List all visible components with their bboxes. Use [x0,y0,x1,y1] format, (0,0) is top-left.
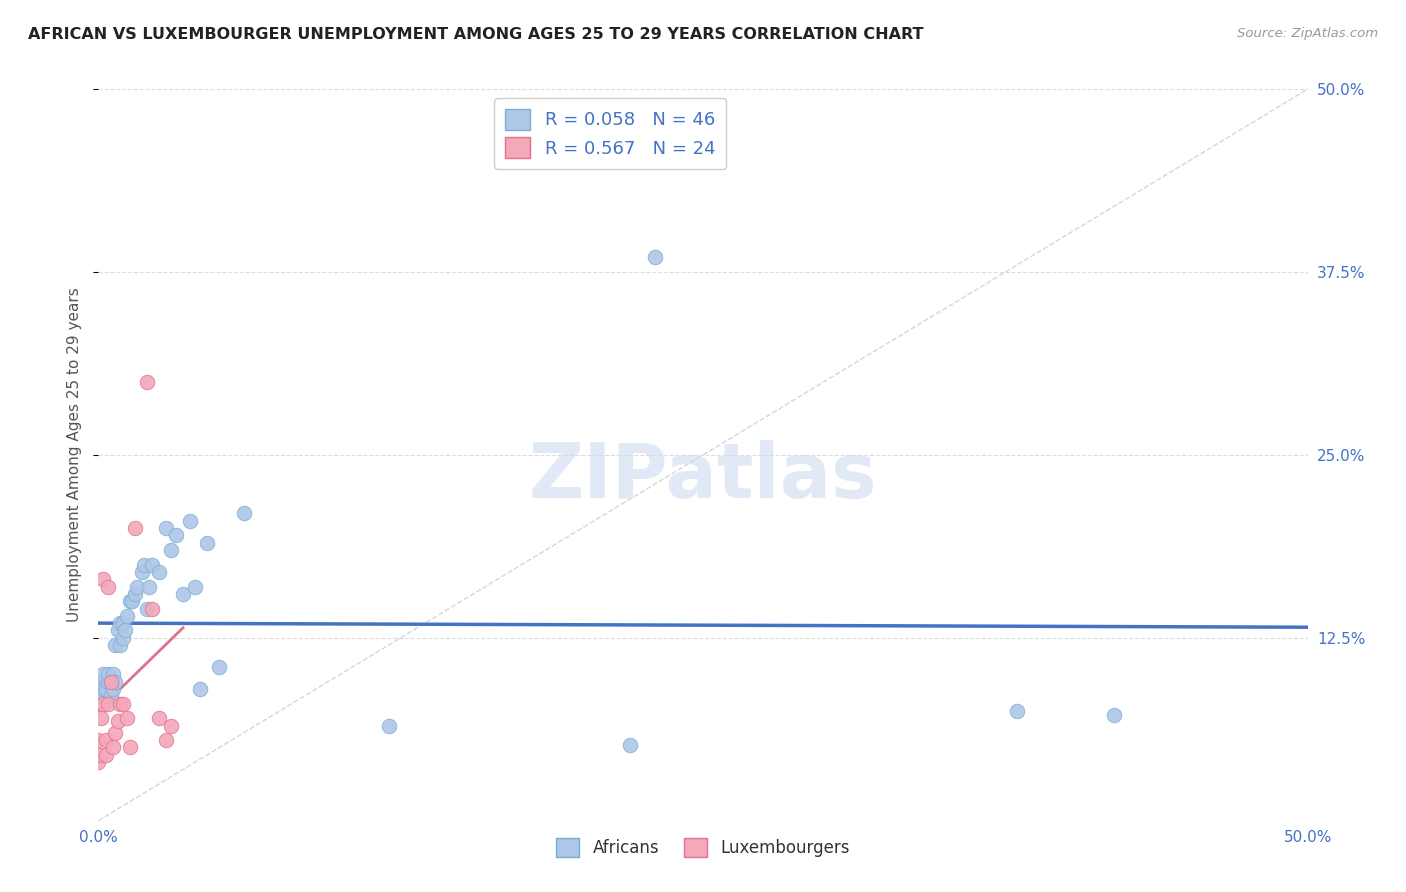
Point [111,697,134,711]
Point [184,580,207,594]
Point [97,580,120,594]
Point [117,711,139,725]
Point [619,738,641,752]
Point [155,521,177,535]
Point [90,674,112,689]
Point [97,697,120,711]
Point [91,697,114,711]
Point [94,733,117,747]
Point [108,616,131,631]
Point [91,681,114,696]
Point [87,681,110,696]
Point [644,251,666,265]
Point [160,543,183,558]
Point [94,681,117,696]
Point [91,572,114,586]
Y-axis label: Unemployment Among Ages 25 to 29 years: Unemployment Among Ages 25 to 29 years [67,287,83,623]
Point [121,594,143,608]
Point [107,624,129,638]
Point [232,507,254,521]
Legend: Africans, Luxembourgers: Africans, Luxembourgers [550,831,856,863]
Point [90,711,112,725]
Point [377,718,399,732]
Point [100,674,122,689]
Point [94,747,117,762]
Text: ZIPatlas: ZIPatlas [529,440,877,514]
Point [104,674,127,689]
Text: Source: ZipAtlas.com: Source: ZipAtlas.com [1237,27,1378,40]
Point [87,755,110,769]
Point [179,514,201,528]
Point [188,681,211,696]
Point [107,714,129,728]
Point [111,631,134,645]
Point [104,638,127,652]
Point [135,375,157,389]
Point [117,608,139,623]
Point [100,690,122,704]
Text: AFRICAN VS LUXEMBOURGER UNEMPLOYMENT AMONG AGES 25 TO 29 YEARS CORRELATION CHART: AFRICAN VS LUXEMBOURGER UNEMPLOYMENT AMO… [28,27,924,42]
Point [111,616,134,631]
Point [165,528,187,542]
Point [87,733,110,747]
Point [108,697,131,711]
Point [195,535,218,549]
Point [91,667,114,681]
Point [138,580,160,594]
Point [155,733,177,747]
Point [108,638,131,652]
Point [101,740,124,755]
Point [101,681,124,696]
Point [90,747,112,762]
Point [124,521,146,535]
Point [131,565,153,579]
Point [1102,708,1125,723]
Point [141,558,163,572]
Point [101,667,124,681]
Point [90,690,112,704]
Point [127,580,149,594]
Point [1007,704,1029,718]
Point [118,594,141,608]
Point [97,667,120,681]
Point [114,624,136,638]
Point [118,740,141,755]
Point [100,674,122,689]
Point [172,587,194,601]
Point [141,601,163,615]
Point [148,565,170,579]
Point [97,674,120,689]
Point [208,660,231,674]
Point [135,601,157,615]
Point [124,587,146,601]
Point [160,718,183,732]
Point [148,711,170,725]
Point [104,726,127,740]
Point [134,558,156,572]
